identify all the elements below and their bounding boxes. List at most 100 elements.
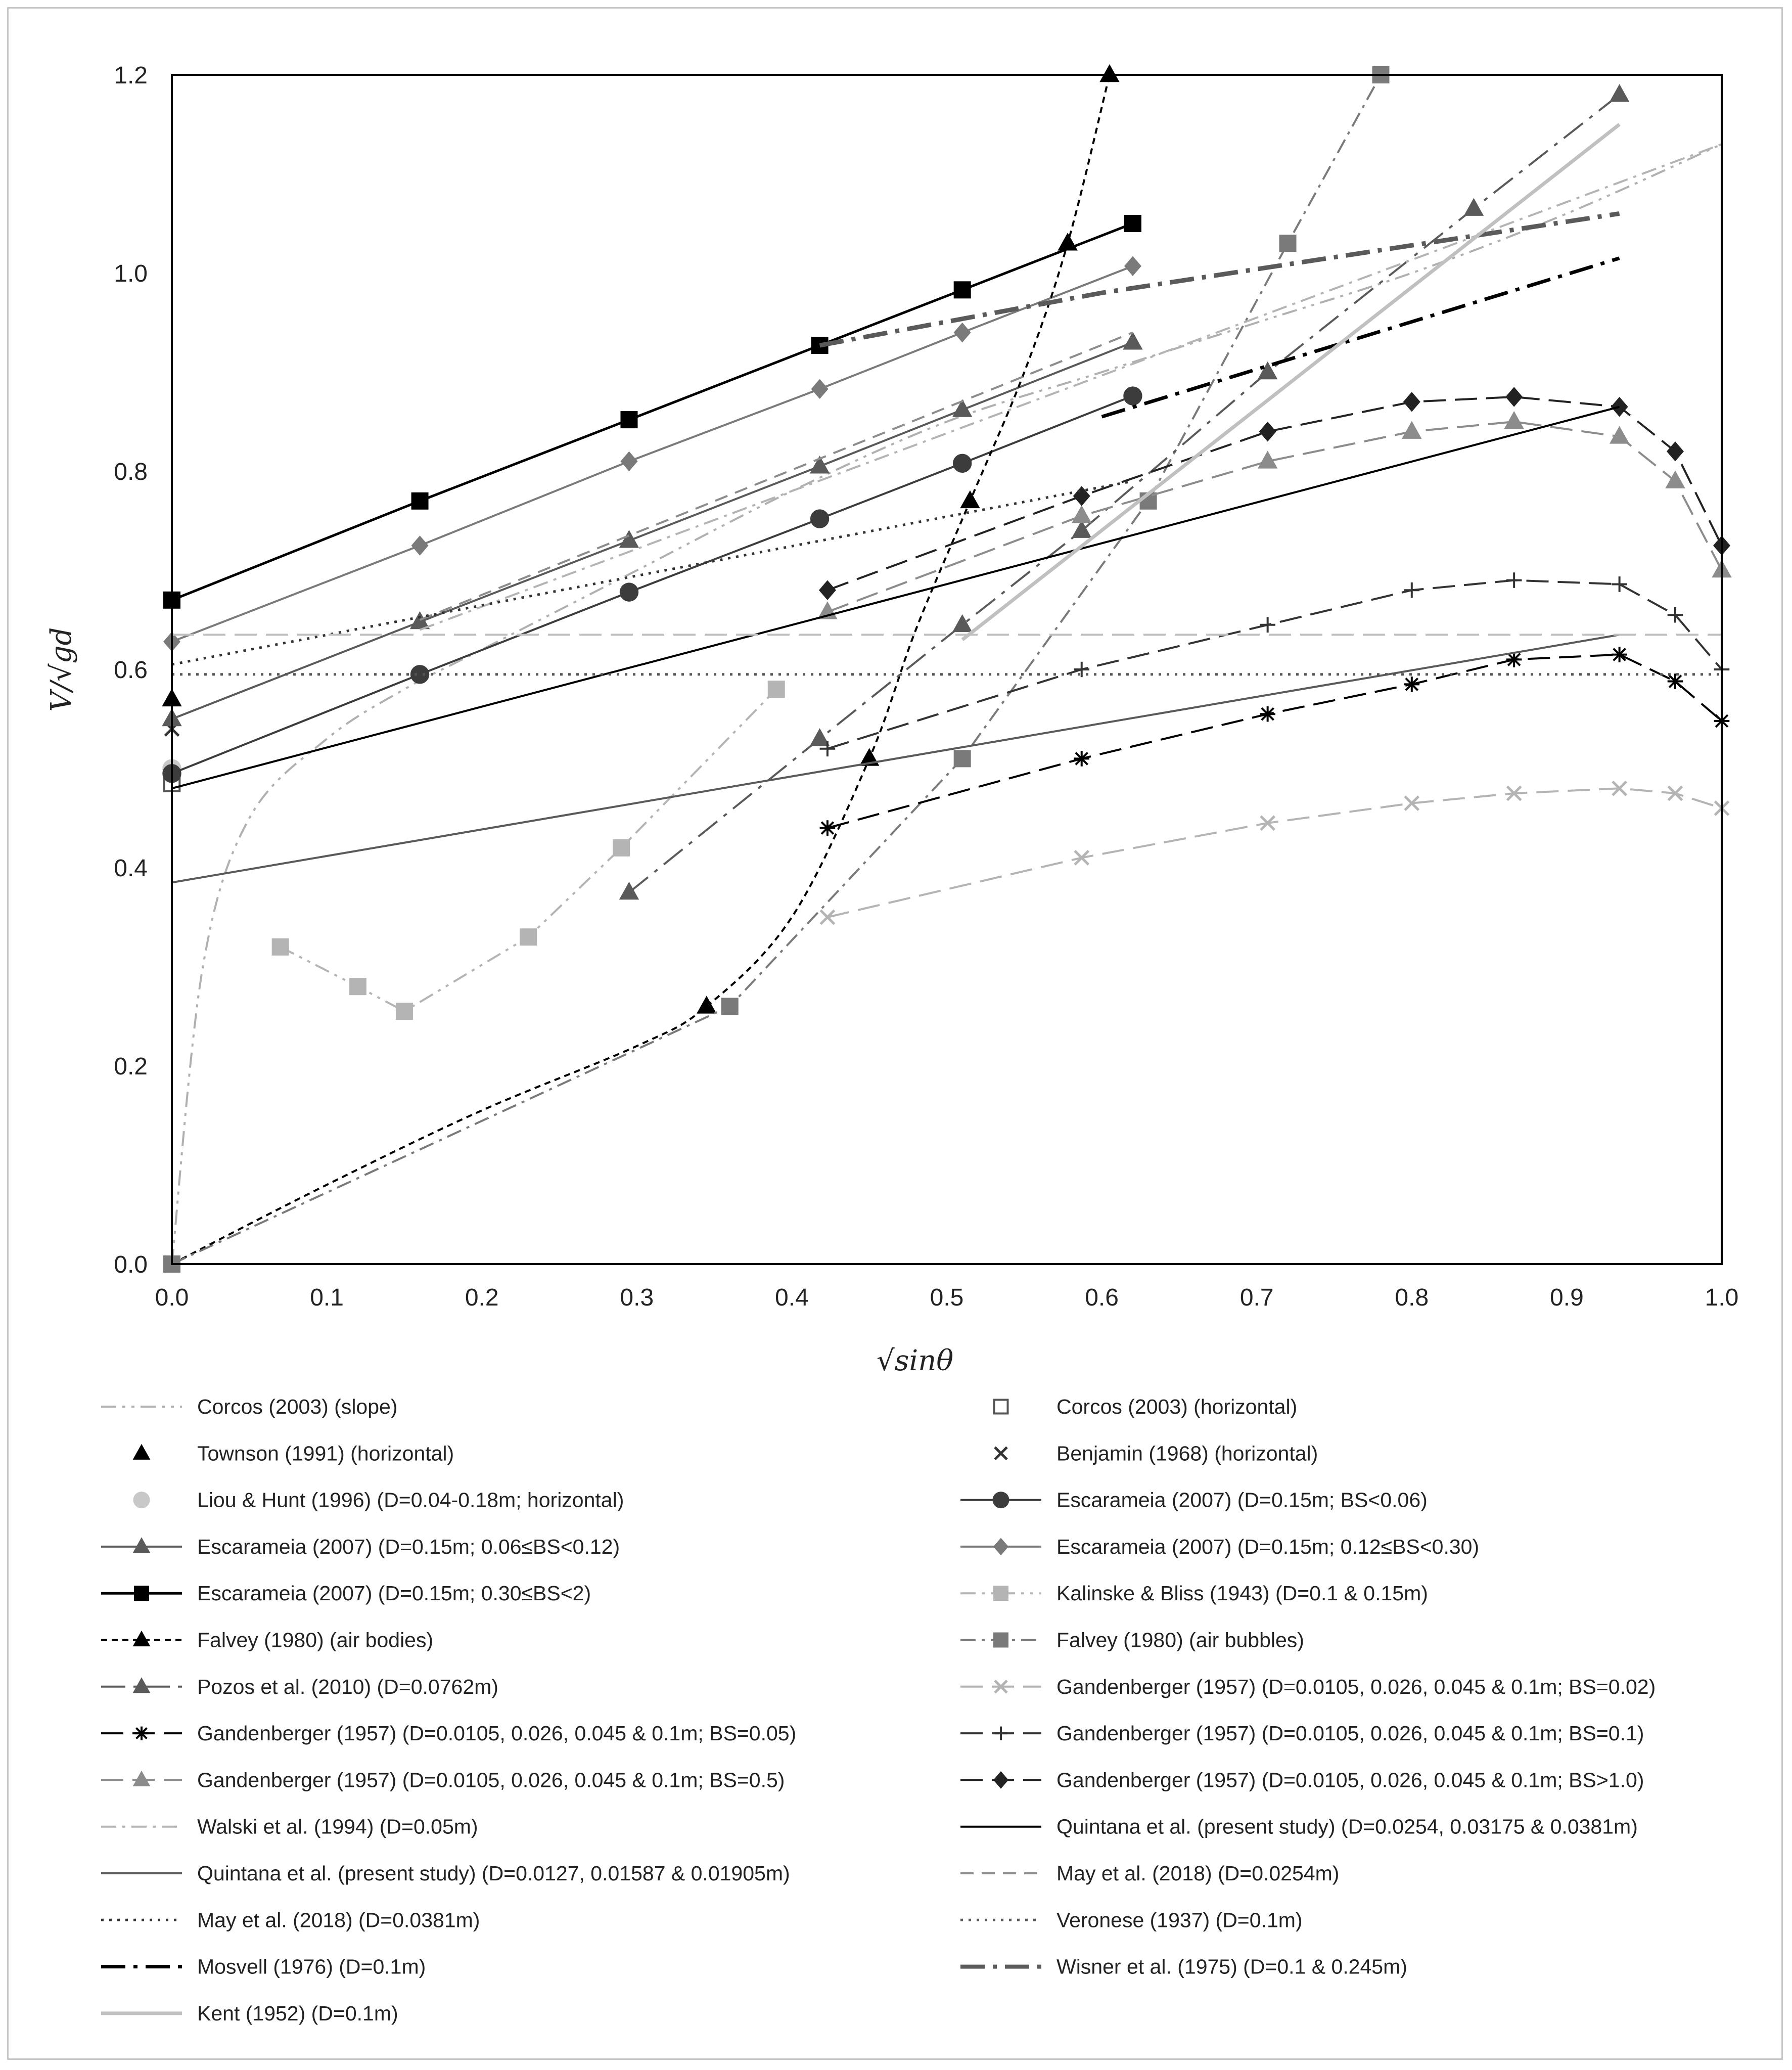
series-line xyxy=(961,123,1621,641)
legend-item: Gandenberger (1957) (D=0.0105, 0.026, 0.… xyxy=(960,1675,1656,1698)
legend-item: Gandenberger (1957) (D=0.0105, 0.026, 0.… xyxy=(101,1768,785,1791)
legend-label: May et al. (2018) (D=0.0254m) xyxy=(1056,1862,1339,1885)
data-point xyxy=(271,938,289,956)
x-tick-label: 0.0 xyxy=(155,1284,189,1311)
legend-item: Escarameia (2007) (D=0.15m; BS<0.06) xyxy=(960,1489,1428,1512)
data-point xyxy=(613,839,630,857)
data-point xyxy=(1058,233,1078,251)
series-line xyxy=(171,406,1620,790)
data-point xyxy=(1072,505,1092,523)
y-tick-label: 0.6 xyxy=(114,657,148,684)
legend-item: Pozos et al. (2010) (D=0.0762m) xyxy=(101,1675,498,1698)
data-point xyxy=(1506,572,1522,588)
data-point xyxy=(620,411,638,429)
legend-item: Falvey (1980) (air bubbles) xyxy=(960,1629,1304,1652)
legend-marker xyxy=(132,1677,151,1693)
data-point xyxy=(1667,673,1683,689)
series-line xyxy=(171,74,1382,1265)
legend-label: Corcos (2003) (horizontal) xyxy=(1056,1395,1297,1418)
series-line xyxy=(827,579,1723,750)
data-point xyxy=(953,750,971,768)
data-point xyxy=(349,978,366,996)
series-line xyxy=(171,222,1133,602)
data-point xyxy=(1612,647,1627,662)
series-13 xyxy=(819,780,1730,925)
legend-marker xyxy=(993,1632,1008,1648)
legend-item: Gandenberger (1957) (D=0.0105, 0.026, 0.… xyxy=(960,1722,1644,1745)
data-point xyxy=(1667,441,1684,462)
data-point xyxy=(1257,361,1278,380)
x-tick-label: 0.1 xyxy=(310,1284,344,1311)
data-point xyxy=(1404,795,1420,811)
legend: Corcos (2003) (slope) Corcos (2003) (hori… xyxy=(101,1395,1656,2025)
data-point xyxy=(1506,785,1522,801)
data-point xyxy=(1123,332,1143,350)
legend-item: Townson (1991) (horizontal) xyxy=(132,1442,454,1465)
series-line xyxy=(827,396,1723,592)
data-point xyxy=(1279,235,1297,252)
data-point xyxy=(952,454,972,473)
data-point xyxy=(619,530,639,548)
x-tick-label: 0.6 xyxy=(1085,1284,1119,1311)
series-20 xyxy=(171,634,1620,884)
x-tick-label: 0.8 xyxy=(1395,1284,1429,1311)
legend-label: Falvey (1980) (air bodies) xyxy=(197,1629,433,1652)
legend-label: Falvey (1980) (air bubbles) xyxy=(1056,1629,1304,1652)
data-point xyxy=(953,281,971,299)
data-point xyxy=(395,1003,413,1020)
data-point xyxy=(767,681,785,698)
legend-label: Kalinske & Bliss (1943) (D=0.1 & 0.15m) xyxy=(1056,1582,1428,1605)
data-point xyxy=(1404,582,1420,598)
legend-item: Benjamin (1968) (horizontal) xyxy=(994,1442,1318,1465)
y-tick-label: 1.2 xyxy=(114,62,148,89)
data-point xyxy=(1609,426,1630,444)
series-line xyxy=(1101,256,1620,419)
data-point xyxy=(1612,576,1627,592)
series-9 xyxy=(271,681,785,1020)
data-point xyxy=(619,881,639,900)
data-point xyxy=(1463,198,1484,216)
legend-marker xyxy=(132,1770,151,1786)
legend-item: Kent (1952) (D=0.1m) xyxy=(101,2002,398,2025)
series-12 xyxy=(619,84,1630,900)
legend-item: Gandenberger (1957) (D=0.0105, 0.026, 0.… xyxy=(960,1768,1644,1791)
legend-marker xyxy=(994,1726,1008,1740)
legend-label: Quintana et al. (present study) (D=0.025… xyxy=(1056,1815,1638,1838)
legend-item: Quintana et al. (present study) (D=0.012… xyxy=(101,1862,790,1885)
x-tick-label: 0.3 xyxy=(620,1284,654,1311)
data-point xyxy=(809,728,830,746)
series-line xyxy=(419,331,1133,621)
data-point xyxy=(1665,470,1685,488)
legend-item: Corcos (2003) (slope) xyxy=(101,1395,398,1418)
series-18 xyxy=(419,143,1722,631)
data-point xyxy=(1667,607,1683,623)
legend-item: Quintana et al. (present study) (D=0.025… xyxy=(960,1815,1638,1838)
data-point xyxy=(952,614,973,633)
series-15 xyxy=(819,572,1730,757)
legend-item: May et al. (2018) (D=0.0381m) xyxy=(101,1908,480,1931)
legend-label: Gandenberger (1957) (D=0.0105, 0.026, 0.… xyxy=(1056,1768,1644,1791)
legend-item: Walski et al. (1994) (D=0.05m) xyxy=(101,1815,478,1838)
legend-item: Escarameia (2007) (D=0.15m; 0.12≤BS<0.30… xyxy=(960,1535,1479,1558)
series-16 xyxy=(817,411,1732,619)
legend-marker xyxy=(993,1586,1008,1601)
data-point xyxy=(1611,396,1628,417)
data-point xyxy=(1099,64,1120,82)
legend-item: Corcos (2003) (horizontal) xyxy=(993,1395,1297,1418)
series-line xyxy=(171,143,1722,1265)
data-point xyxy=(619,582,639,602)
data-point xyxy=(1402,421,1422,439)
legend-marker xyxy=(132,1537,151,1553)
legend-marker xyxy=(993,1399,1009,1415)
y-axis-title: V/√gd xyxy=(45,627,78,712)
legend-label: Gandenberger (1957) (D=0.0105, 0.026, 0.… xyxy=(1056,1675,1656,1698)
legend-marker xyxy=(993,1771,1008,1789)
x-tick-label: 1.0 xyxy=(1705,1284,1739,1311)
legend-label: Wisner et al. (1975) (D=0.1 & 0.245m) xyxy=(1056,1955,1407,1978)
legend-marker xyxy=(134,1726,149,1740)
data-point xyxy=(810,509,830,528)
data-point xyxy=(520,928,537,946)
data-point xyxy=(818,580,836,600)
data-point xyxy=(1074,850,1090,866)
legend-label: Escarameia (2007) (D=0.15m; 0.12≤BS<0.30… xyxy=(1056,1535,1479,1558)
